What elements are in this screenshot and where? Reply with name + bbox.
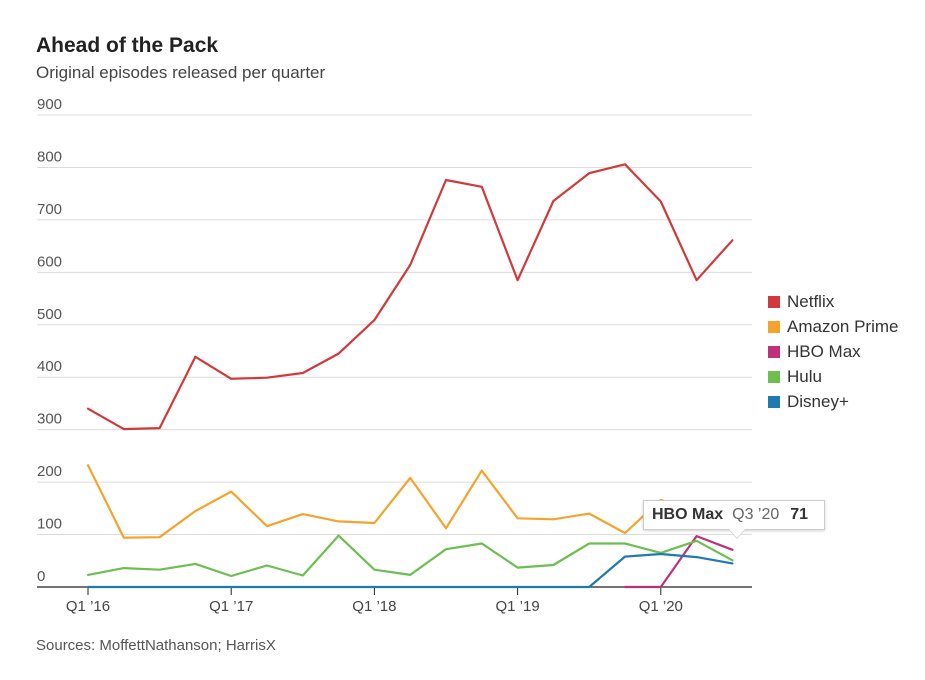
- gridlines: [37, 114, 752, 536]
- y-tick-label: 400: [37, 358, 62, 375]
- series-line-hulu[interactable]: [86, 534, 734, 578]
- x-axis: Q1 ’16 Q1 ’17 Q1 ’18 Q1 ’19 Q1 ’20: [37, 586, 752, 615]
- legend-label: Disney+: [787, 391, 849, 411]
- legend-label: Hulu: [787, 366, 822, 386]
- chart-subtitle: Original episodes released per quarter: [36, 63, 326, 82]
- y-tick-label: 0: [37, 568, 45, 585]
- legend-item-amazon-prime[interactable]: Amazon Prime: [768, 314, 898, 339]
- tooltip-value: 71: [790, 506, 809, 523]
- y-tick-label: 800: [37, 148, 62, 165]
- legend-swatch: [768, 395, 780, 408]
- series-line-hbo-max[interactable]: [623, 535, 734, 589]
- tooltip-pointer: [729, 529, 745, 538]
- legend-label: Amazon Prime: [787, 316, 899, 336]
- x-tick-label: Q1 ’17: [209, 598, 253, 615]
- chart-title: Ahead of the Pack: [36, 34, 219, 57]
- legend-swatch: [768, 370, 780, 383]
- series-lines: [86, 163, 734, 589]
- y-tick-label: 300: [37, 411, 62, 428]
- series-line-netflix[interactable]: [86, 163, 734, 431]
- y-tick-label: 500: [37, 306, 62, 323]
- x-tick-label: Q1 ’16: [66, 598, 110, 615]
- y-axis: 0 100 200 300 400 500 600 700 800 900: [37, 96, 62, 585]
- x-tick-label: Q1 ’18: [352, 598, 396, 615]
- x-tick-label: Q1 ’19: [495, 598, 539, 615]
- y-tick-label: 100: [37, 516, 62, 533]
- hover-tooltip: HBO Max Q3 ’20 71: [643, 500, 825, 530]
- legend: Netflix Amazon Prime HBO Max Hulu Disney+: [768, 289, 898, 414]
- legend-item-netflix[interactable]: Netflix: [768, 289, 898, 314]
- y-tick-label: 600: [37, 253, 62, 270]
- series-line-amazon-prime[interactable]: [86, 464, 734, 539]
- series-line-disney[interactable]: [86, 552, 734, 589]
- tooltip-series: HBO Max: [652, 506, 724, 523]
- tooltip-quarter: Q3 ’20: [732, 506, 780, 523]
- x-tick-label: Q1 ’20: [639, 598, 683, 615]
- legend-item-disney[interactable]: Disney+: [768, 389, 898, 414]
- legend-item-hulu[interactable]: Hulu: [768, 364, 898, 389]
- y-tick-label: 700: [37, 201, 62, 218]
- y-tick-label: 200: [37, 463, 62, 480]
- legend-swatch: [768, 320, 780, 333]
- y-tick-label: 900: [37, 96, 62, 113]
- legend-label: Netflix: [787, 291, 835, 311]
- legend-label: HBO Max: [787, 341, 861, 361]
- legend-swatch: [768, 295, 780, 308]
- legend-item-hbo-max[interactable]: HBO Max: [768, 339, 898, 364]
- source-note: Sources: MoffettNathanson; HarrisX: [36, 637, 276, 654]
- legend-swatch: [768, 345, 780, 358]
